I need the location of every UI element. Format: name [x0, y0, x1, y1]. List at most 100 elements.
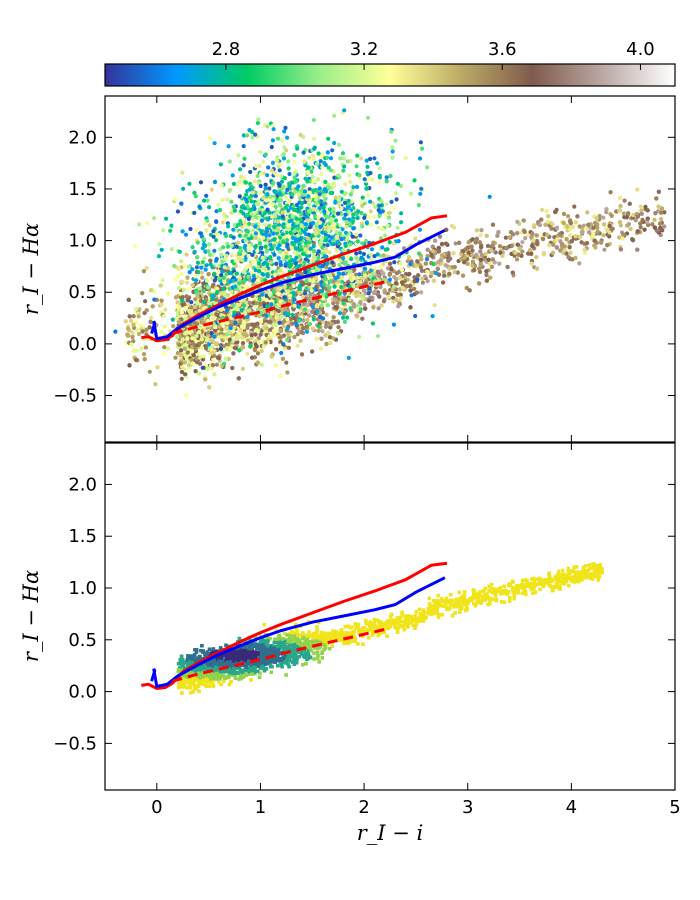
top-point	[568, 250, 573, 255]
top-point	[274, 347, 279, 352]
top-point	[418, 265, 424, 270]
top-point	[431, 278, 436, 283]
top-point	[517, 246, 522, 251]
top-point	[602, 222, 607, 227]
top-point	[184, 294, 189, 299]
top-point	[128, 318, 134, 323]
top-point	[189, 357, 194, 362]
top-point	[398, 296, 403, 301]
top-point	[294, 312, 299, 317]
top-point	[469, 244, 474, 249]
top-point	[178, 361, 183, 366]
top-point	[478, 261, 483, 266]
top-point	[478, 249, 483, 254]
top-point	[159, 298, 164, 303]
top-point	[442, 273, 447, 278]
top-point	[301, 326, 306, 331]
top-point	[630, 238, 636, 243]
top-point	[203, 377, 208, 382]
top-point	[240, 341, 246, 346]
top-point	[320, 329, 325, 334]
top-point	[579, 240, 584, 245]
top-point	[360, 316, 365, 321]
top-point	[277, 335, 282, 340]
top-point	[386, 266, 391, 271]
top-point	[658, 221, 663, 226]
top-point	[200, 275, 205, 280]
top-point	[240, 344, 245, 350]
top-point	[173, 355, 178, 360]
top-point	[200, 333, 205, 339]
top-point	[200, 345, 205, 351]
top-point	[389, 267, 394, 272]
top-point	[193, 369, 198, 374]
top-point	[541, 252, 547, 257]
top-point	[375, 269, 380, 274]
top-point	[216, 355, 221, 360]
top-point	[290, 321, 295, 326]
top-point	[638, 204, 643, 209]
top-point	[132, 325, 137, 330]
top-point	[197, 324, 202, 330]
top-point	[484, 272, 489, 278]
top-point	[479, 228, 484, 233]
top-point	[155, 365, 160, 370]
top-point	[412, 286, 417, 291]
top-point	[474, 236, 479, 241]
top-point	[264, 329, 269, 334]
top-point	[530, 243, 535, 249]
top-point	[478, 233, 483, 238]
top-point	[486, 257, 491, 262]
top-point	[425, 279, 430, 284]
top-point	[544, 208, 549, 214]
top-point	[267, 334, 272, 339]
top-point	[577, 224, 582, 229]
top-point	[643, 204, 648, 209]
top-point	[179, 376, 184, 381]
top-point	[226, 342, 231, 347]
top-point	[205, 366, 210, 371]
top-point	[618, 247, 624, 252]
top-point	[381, 299, 387, 304]
top-point	[130, 330, 135, 335]
top-point	[177, 285, 182, 291]
top-point	[473, 240, 478, 245]
top-point	[425, 247, 430, 252]
top-point	[341, 311, 346, 316]
top-point	[212, 372, 217, 377]
top-point	[245, 351, 250, 356]
top-point	[382, 290, 387, 295]
top-point	[179, 348, 184, 353]
top-point	[437, 234, 443, 239]
top-point	[413, 263, 419, 268]
top-point	[206, 272, 211, 277]
top-point	[428, 274, 433, 279]
top-point	[564, 237, 569, 242]
top-point	[618, 223, 623, 228]
top-point	[240, 366, 245, 371]
top-point	[150, 304, 155, 309]
top-point	[509, 243, 514, 248]
top-point	[639, 208, 644, 213]
top-point	[490, 222, 496, 227]
top-point	[515, 242, 520, 247]
top-point	[377, 294, 382, 299]
top-point	[652, 225, 658, 230]
top-point	[532, 223, 537, 228]
top-point	[653, 211, 658, 216]
top-point	[621, 232, 626, 237]
top-point	[243, 330, 248, 336]
top-point	[602, 247, 607, 252]
top-point	[276, 291, 281, 296]
top-point	[210, 350, 215, 355]
top-point	[204, 338, 210, 343]
top-point	[175, 304, 180, 309]
top-point	[645, 216, 650, 221]
top-point	[635, 229, 640, 234]
top-point	[484, 269, 489, 274]
top-point	[258, 332, 263, 337]
top-point	[388, 261, 393, 266]
top-point	[405, 259, 410, 264]
top-point	[617, 208, 622, 214]
top-point	[286, 345, 291, 350]
